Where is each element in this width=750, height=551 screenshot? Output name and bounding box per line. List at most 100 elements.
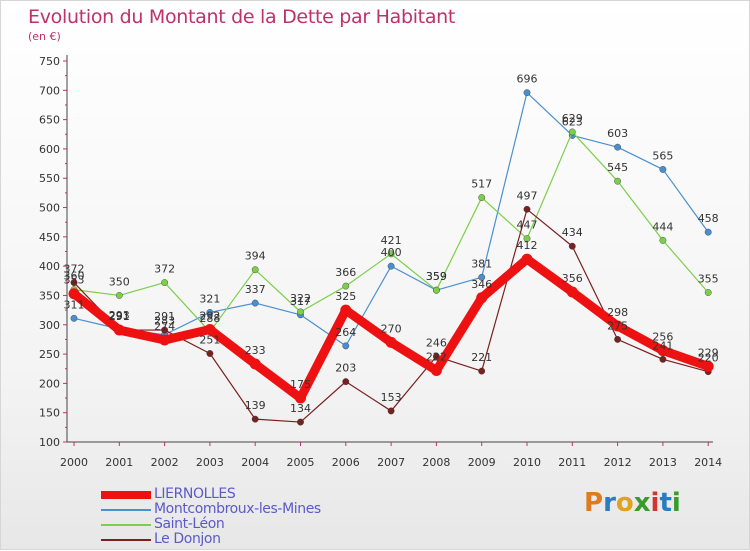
data-label: 291 [154,310,175,323]
x-tick-label: 2002 [151,456,179,469]
x-tick-label: 2013 [649,456,677,469]
y-tick-label: 100 [39,436,60,449]
data-point [478,273,486,281]
data-point [521,253,533,265]
data-label: 264 [335,326,356,339]
data-point [68,288,80,300]
legend-label: LIERNOLLES [154,486,236,502]
data-label: 153 [381,391,402,404]
data-point [523,89,531,97]
data-point [568,128,576,136]
data-point [251,266,259,274]
data-point [159,334,171,346]
x-tick-label: 2014 [694,456,722,469]
logo-letter: i [650,488,660,518]
data-point [478,194,486,201]
data-label: 545 [607,161,628,174]
data-label: 229 [698,346,719,359]
logo-letter: P [584,488,604,518]
data-point [342,378,350,386]
data-label: 291 [109,310,130,323]
data-point [251,415,259,423]
data-label: 381 [471,257,492,270]
data-point [385,336,397,348]
data-point [659,166,667,173]
data-label: 203 [335,362,356,375]
data-label: 412 [517,239,538,252]
data-point [251,299,259,307]
data-label: 421 [381,234,402,247]
data-point [161,326,169,334]
data-label: 372 [154,263,175,276]
data-label: 696 [517,73,538,86]
data-point [70,314,78,322]
y-tick-label: 150 [39,407,60,420]
data-label: 275 [607,319,628,332]
data-label: 246 [426,336,447,349]
y-axis-unit-label: (en €) [28,30,61,43]
data-point [657,345,669,357]
data-label: 256 [652,331,673,344]
data-point [568,242,576,250]
data-label: 292 [199,309,220,322]
data-point [387,407,395,415]
data-label: 221 [471,351,492,364]
data-point [161,279,169,286]
data-point [387,250,395,258]
y-tick-label: 400 [39,260,60,273]
y-tick-label: 350 [39,289,60,302]
data-point [342,342,350,350]
data-label: 288 [199,312,220,325]
data-point [387,262,395,270]
data-label: 283 [154,315,175,328]
data-label: 623 [562,115,583,128]
data-label: 360 [64,270,85,283]
y-tick-label: 550 [39,172,60,185]
data-point [204,323,216,335]
x-tick-label: 2006 [332,456,360,469]
data-point [659,236,667,244]
data-point [659,355,667,363]
legend-swatch [101,539,151,541]
legend-swatch [101,491,151,499]
data-point [702,360,714,372]
data-point [704,228,712,236]
data-label: 394 [245,250,266,263]
data-point [70,279,78,286]
data-label: 372 [64,263,85,276]
logo-letter: i [671,488,681,518]
data-label: 270 [381,322,402,335]
data-label: 346 [471,278,492,291]
logo-letter: o [615,488,634,518]
data-label: 400 [381,246,402,259]
data-point [295,392,306,404]
data-label: 355 [698,273,719,286]
logo-letter: x [633,488,651,518]
data-point [113,324,125,336]
data-point [478,367,486,375]
x-tick-label: 2004 [241,456,269,469]
data-label: 274 [154,320,175,333]
legend-label: Le Donjon [154,531,221,547]
data-point [432,353,440,360]
x-tick-label: 2007 [377,456,405,469]
legend-label: Montcombroux-les-Mines [154,501,321,517]
data-label: 497 [517,189,538,202]
data-label: 356 [562,272,583,285]
data-label: 359 [426,270,447,283]
y-tick-label: 300 [39,319,60,332]
data-point [430,364,442,376]
data-label: 291 [109,310,130,323]
data-label: 517 [471,178,492,191]
x-tick-label: 2012 [604,456,632,469]
data-point [297,308,304,316]
data-label: 444 [652,220,673,233]
x-tick-label: 2010 [513,456,541,469]
legend-label: Saint-Léon [154,516,225,532]
data-point [297,418,304,426]
data-label: 322 [290,292,311,305]
y-tick-label: 250 [39,348,60,361]
data-point [614,336,621,343]
logo-letter: r [603,488,616,518]
x-tick-label: 2008 [422,456,450,469]
